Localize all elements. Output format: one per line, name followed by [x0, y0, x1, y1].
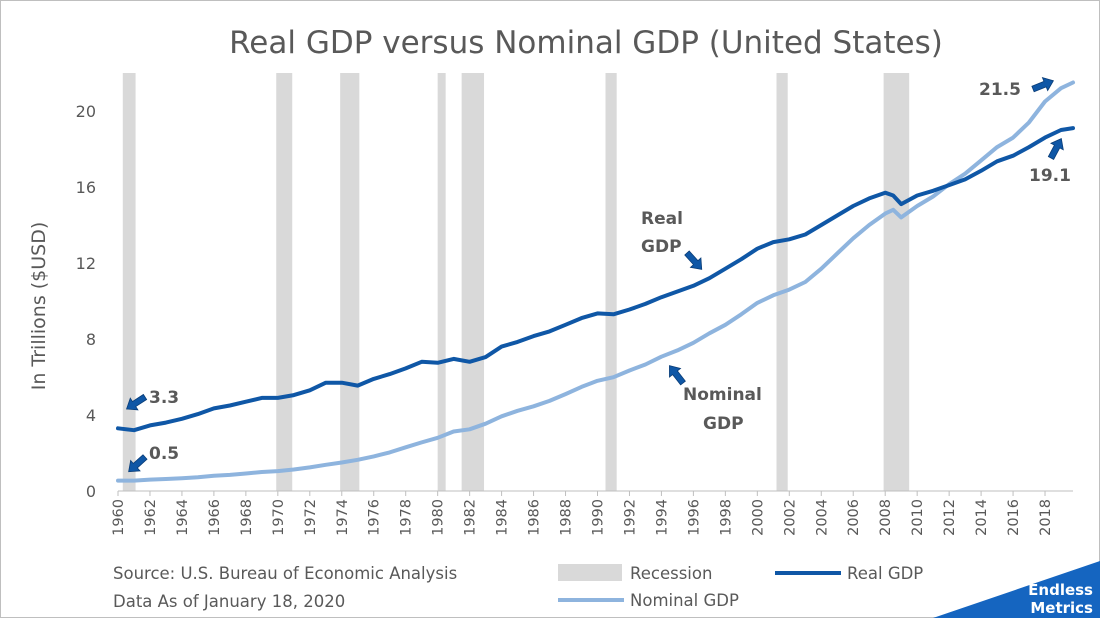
annotation-nominal-end: 21.5: [979, 80, 1021, 100]
annotation-real-start: 3.3: [149, 388, 179, 408]
y-tick-12: 12: [76, 254, 96, 273]
arrow-nominal-label-icon: [669, 365, 686, 386]
legend: Recession Real GDP Nominal GDP: [558, 564, 923, 610]
recession-band-2: [276, 73, 293, 491]
arrow-nominal-end-icon: [1031, 77, 1055, 93]
logo-line-2: Metrics: [1030, 599, 1093, 617]
x-tick-1974: 1974: [335, 499, 351, 536]
x-tick-1968: 1968: [239, 499, 255, 536]
recession-band-5: [461, 73, 485, 491]
series-line-nominal-gdp: [116, 80, 1075, 483]
x-tick-1966: 1966: [207, 499, 223, 536]
x-tick-1988: 1988: [559, 499, 575, 536]
arrow-nominal-start-icon: [128, 454, 148, 473]
chart-title: Real GDP versus Nominal GDP (United Stat…: [229, 25, 943, 61]
x-tick-1970: 1970: [271, 499, 287, 536]
annotation-real-end: 19.1: [1029, 166, 1071, 186]
x-tick-1994: 1994: [654, 499, 670, 536]
annotation-real-label-line2: GDP: [641, 237, 682, 257]
x-tick-1960: 1960: [111, 499, 127, 536]
annotation-nominal-label-line2: GDP: [703, 414, 744, 434]
x-tick-2016: 2016: [1006, 499, 1022, 536]
x-tick-1996: 1996: [686, 499, 702, 536]
x-tick-1992: 1992: [622, 499, 638, 536]
logo-triangle: [933, 561, 1100, 618]
x-tick-2012: 2012: [942, 499, 958, 536]
data-date-note: Data As of January 18, 2020: [113, 592, 345, 611]
x-tick-2002: 2002: [782, 499, 798, 536]
x-tick-1998: 1998: [718, 499, 734, 536]
recession-band-3: [340, 73, 360, 491]
recession-band-8: [883, 73, 910, 491]
annotation-nominal-label-line1: Nominal: [683, 385, 762, 405]
y-tick-20: 20: [76, 102, 96, 121]
x-tick-labels: 1960 1962 1964 1966 1968 1970 1972 1974 1976 1978…: [111, 491, 1054, 536]
x-tick-2008: 2008: [878, 499, 894, 536]
legend-recession-swatch: [558, 564, 622, 581]
x-tick-1972: 1972: [303, 499, 319, 536]
y-tick-0: 0: [86, 482, 96, 501]
legend-nominal-label: Nominal GDP: [630, 591, 739, 610]
x-tick-2004: 2004: [814, 499, 830, 536]
x-tick-2000: 2000: [750, 499, 766, 536]
annotation-nominal-start: 0.5: [149, 444, 179, 464]
arrow-real-label-icon: [684, 250, 703, 270]
x-tick-1976: 1976: [367, 499, 383, 536]
x-tick-1980: 1980: [431, 499, 447, 536]
arrow-real-end-icon: [1047, 137, 1064, 160]
x-tick-1964: 1964: [175, 499, 191, 536]
recession-band-4: [437, 73, 446, 491]
y-tick-8: 8: [86, 330, 96, 349]
recession-band-6: [605, 73, 617, 491]
x-tick-1962: 1962: [143, 499, 159, 536]
series-lines: [116, 80, 1075, 483]
y-tick-16: 16: [76, 178, 96, 197]
x-tick-2014: 2014: [974, 499, 990, 536]
x-tick-2010: 2010: [910, 499, 926, 536]
y-tick-4: 4: [86, 406, 96, 425]
x-tick-1984: 1984: [495, 499, 511, 536]
recession-band-1: [122, 73, 136, 491]
x-tick-1978: 1978: [399, 499, 415, 536]
source-note: Source: U.S. Bureau of Economic Analysis: [113, 564, 457, 583]
y-tick-labels: 0 4 8 12 16 20: [76, 102, 96, 501]
y-axis-label: In Trillions ($USD): [28, 222, 50, 391]
arrow-real-start-icon: [126, 393, 148, 411]
logo-line-1: Endless: [1028, 581, 1093, 599]
x-tick-2006: 2006: [846, 499, 862, 536]
legend-real-label: Real GDP: [847, 564, 923, 583]
annotations: 3.3 0.5 21.5 19.1 Real GDP Nominal GDP: [149, 80, 1071, 464]
x-tick-1990: 1990: [590, 499, 606, 536]
x-tick-2018: 2018: [1038, 499, 1054, 536]
annotation-real-label-line1: Real: [641, 209, 683, 229]
endless-metrics-logo: Endless Metrics: [933, 561, 1100, 618]
recession-band-7: [776, 73, 788, 491]
x-tick-1986: 1986: [527, 499, 543, 536]
x-tick-1982: 1982: [463, 499, 479, 536]
legend-recession-label: Recession: [630, 564, 712, 583]
series-line-real-gdp: [116, 126, 1075, 433]
recession-bands: [122, 73, 910, 491]
annotation-arrows: [126, 77, 1064, 473]
